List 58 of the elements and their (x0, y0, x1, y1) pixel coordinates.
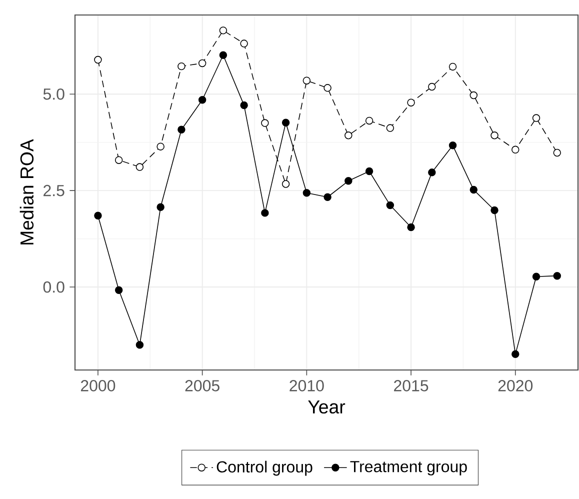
x-tick-label: 2010 (290, 380, 324, 392)
point (428, 168, 436, 176)
y-axis-title: Median ROA (20, 139, 34, 244)
point (198, 96, 206, 104)
x-tick-label: 2005 (185, 380, 220, 392)
point (261, 209, 269, 217)
point (512, 146, 520, 154)
point (344, 132, 352, 140)
legend-label: Treatment group (350, 461, 467, 476)
point (344, 177, 352, 185)
point (428, 82, 436, 91)
point (240, 101, 248, 110)
point (114, 156, 123, 164)
point (178, 126, 186, 134)
point (365, 116, 374, 125)
point (448, 62, 457, 71)
point (156, 203, 164, 212)
point (136, 163, 144, 171)
y-tick-label: 5.0 (43, 88, 64, 100)
point (178, 62, 186, 70)
point (324, 84, 332, 92)
point (324, 193, 332, 201)
point (386, 124, 394, 132)
point (302, 76, 311, 84)
point (198, 59, 206, 68)
point (156, 142, 164, 150)
point (365, 167, 374, 176)
point (470, 91, 478, 100)
point (219, 51, 228, 59)
point (261, 119, 269, 127)
point (553, 148, 561, 157)
point (490, 132, 498, 140)
point (532, 272, 540, 280)
x-tick-label: 2015 (394, 380, 428, 392)
point (302, 189, 311, 197)
x-axis-title: Year (308, 400, 346, 414)
point (490, 206, 498, 214)
point (219, 26, 228, 34)
point (94, 212, 102, 220)
y-tick-label: 2.5 (44, 184, 64, 196)
point (114, 286, 123, 294)
point (240, 40, 248, 48)
point (94, 56, 102, 64)
legend-label: Control group (216, 460, 312, 476)
point (282, 118, 290, 127)
point (512, 350, 520, 358)
point (282, 180, 290, 188)
point (532, 114, 540, 122)
point (407, 98, 415, 106)
point (386, 201, 394, 210)
y-tick-label: 0.0 (43, 281, 64, 293)
point (448, 142, 457, 150)
point (470, 186, 478, 194)
x-tick-label: 2000 (80, 380, 116, 392)
point (407, 223, 415, 232)
x-tick-label: 2020 (498, 380, 533, 392)
point (553, 272, 561, 280)
point (136, 341, 144, 349)
